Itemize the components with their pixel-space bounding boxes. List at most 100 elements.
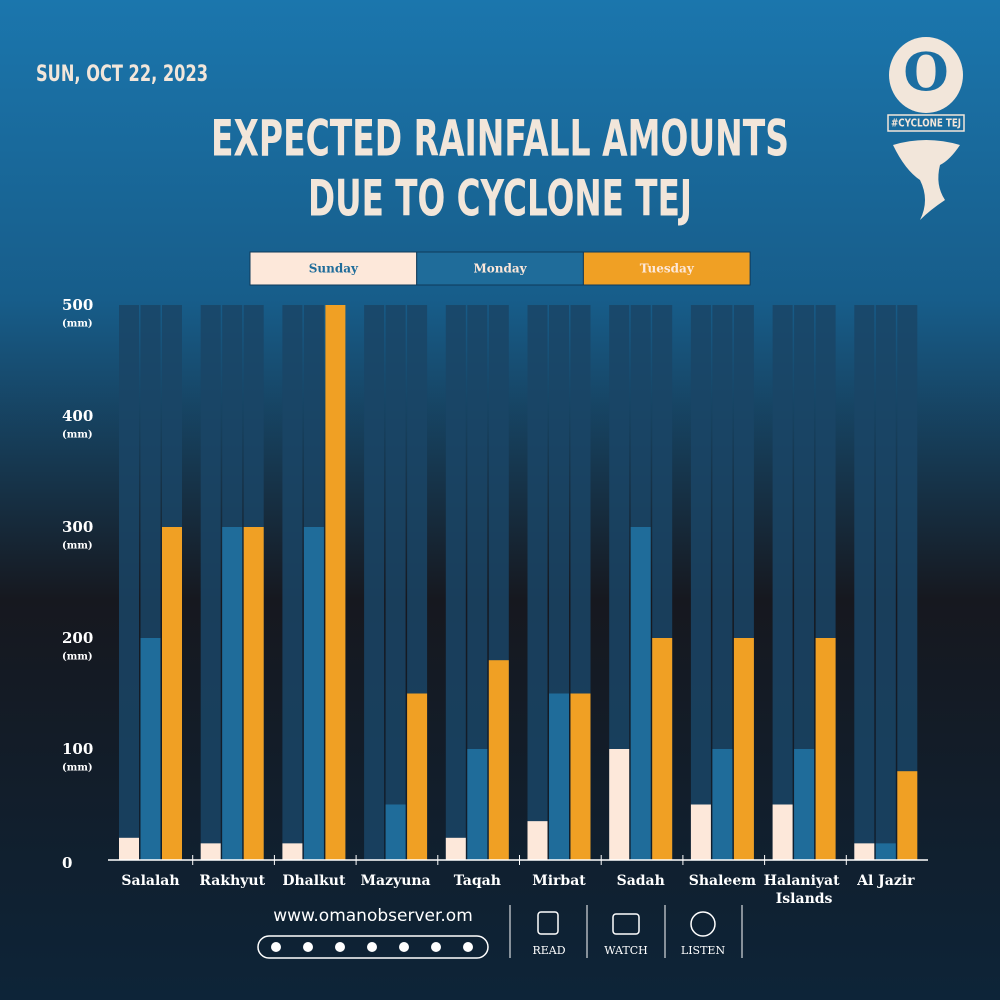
- logo-letter: O: [903, 43, 948, 104]
- title-line: EXPECTED RAINFALL AMOUNTS: [211, 110, 789, 168]
- x-tick-label: Al Jazir: [856, 873, 915, 889]
- y-unit-label: (mm): [62, 319, 93, 330]
- bar: [445, 837, 466, 860]
- bar: [140, 638, 161, 860]
- hashtag-box: [887, 114, 965, 132]
- bar: [325, 305, 346, 860]
- bar-track: [794, 305, 815, 860]
- bar: [488, 660, 509, 860]
- bar: [652, 638, 673, 860]
- read-icon[interactable]: [537, 911, 559, 935]
- cyclone-icon: [893, 140, 960, 220]
- bar: [549, 693, 569, 860]
- website: www.omanobserver.om: [273, 906, 473, 926]
- y-unit-label: (mm): [62, 541, 93, 552]
- y-unit-label: (mm): [62, 430, 93, 441]
- bar-track: [364, 305, 385, 860]
- icon[interactable]: [399, 942, 409, 952]
- bar: [385, 804, 406, 860]
- icon[interactable]: [463, 942, 473, 952]
- social-icons: [271, 942, 473, 952]
- bar: [222, 527, 243, 860]
- legend-label: Tuesday: [640, 262, 695, 276]
- bar: [570, 693, 591, 860]
- listen-icon[interactable]: [690, 911, 716, 937]
- bar: [609, 749, 630, 860]
- bar: [875, 843, 896, 860]
- bar: [303, 527, 324, 860]
- bar-track: [527, 305, 548, 860]
- bar-track: [282, 305, 303, 860]
- x-tick-label: Sadah: [617, 873, 665, 889]
- bar: [794, 749, 815, 860]
- date: SUN, OCT 22, 2023: [36, 62, 208, 87]
- bar-track: [385, 305, 406, 860]
- y-tick-label: 400: [62, 407, 93, 425]
- bar: [630, 527, 651, 860]
- bar: [897, 771, 918, 860]
- footer: www.omanobserver.om READ WATCH LISTEN: [257, 905, 743, 959]
- bar: [690, 804, 711, 860]
- icon[interactable]: [303, 942, 313, 952]
- bar-track: [445, 305, 466, 860]
- legend-label: Sunday: [309, 262, 359, 276]
- x-tick-label-line: Islands: [776, 891, 833, 907]
- x-tick-label: Salalah: [121, 873, 179, 889]
- x-tick-label: Mirbat: [532, 873, 586, 889]
- logo: O #CYCLONE TEJ: [887, 37, 965, 220]
- bar: [282, 843, 303, 860]
- icon[interactable]: [431, 942, 441, 952]
- bar-track: [119, 305, 139, 860]
- legend-swatch: [582, 251, 751, 286]
- y-tick-label: 200: [62, 629, 93, 647]
- bar: [119, 837, 139, 860]
- bar: [407, 693, 428, 860]
- icon[interactable]: [335, 942, 345, 952]
- x-tick-label-line: Halaniyat: [764, 873, 845, 889]
- x-tick-label: Mazyuna: [361, 873, 431, 889]
- bar-track: [897, 305, 918, 860]
- y-tick-label: 100: [62, 740, 93, 758]
- bar: [467, 749, 488, 860]
- bar: [712, 749, 733, 860]
- bar-track: [875, 305, 896, 860]
- icon[interactable]: [367, 942, 377, 952]
- logo-circle: [889, 37, 963, 113]
- bar: [162, 527, 182, 860]
- legend-label: Monday: [473, 262, 527, 276]
- bar: [772, 804, 793, 860]
- action-label[interactable]: WATCH: [604, 944, 647, 957]
- bar-track: [772, 305, 793, 860]
- bar: [527, 821, 548, 860]
- y-unit-label: (mm): [62, 763, 93, 774]
- icon[interactable]: [271, 942, 281, 952]
- x-tick-label: Taqah: [454, 873, 501, 889]
- x-tick-label: Dhalkut: [282, 873, 346, 889]
- x-tick-label: Shaleem: [689, 873, 756, 889]
- y-tick-label: 0: [62, 854, 72, 872]
- y-tick-label: 300: [62, 518, 93, 536]
- y-unit-label: (mm): [62, 652, 93, 663]
- bar: [733, 638, 754, 860]
- x-tick-label: Halaniyat Islands: [764, 873, 845, 907]
- title-line: DUE TO CYCLONE TEJ: [308, 170, 692, 228]
- bar-track: [467, 305, 488, 860]
- action-label[interactable]: LISTEN: [681, 944, 726, 957]
- y-tick-label: 500: [62, 296, 93, 314]
- legend-swatch: [249, 251, 418, 286]
- bar: [200, 843, 221, 860]
- bar-track: [200, 305, 221, 860]
- bar-track: [609, 305, 630, 860]
- bar-track: [712, 305, 733, 860]
- bar: [815, 638, 836, 860]
- social-bar: [257, 935, 489, 959]
- x-tick-label: Rakhyut: [199, 873, 265, 889]
- bar: [854, 843, 875, 860]
- bar: [243, 527, 264, 860]
- watch-icon[interactable]: [612, 913, 640, 935]
- bar-track: [690, 305, 711, 860]
- bar-track: [854, 305, 875, 860]
- action-label[interactable]: READ: [532, 944, 565, 957]
- hashtag: #CYCLONE TEJ: [891, 117, 961, 130]
